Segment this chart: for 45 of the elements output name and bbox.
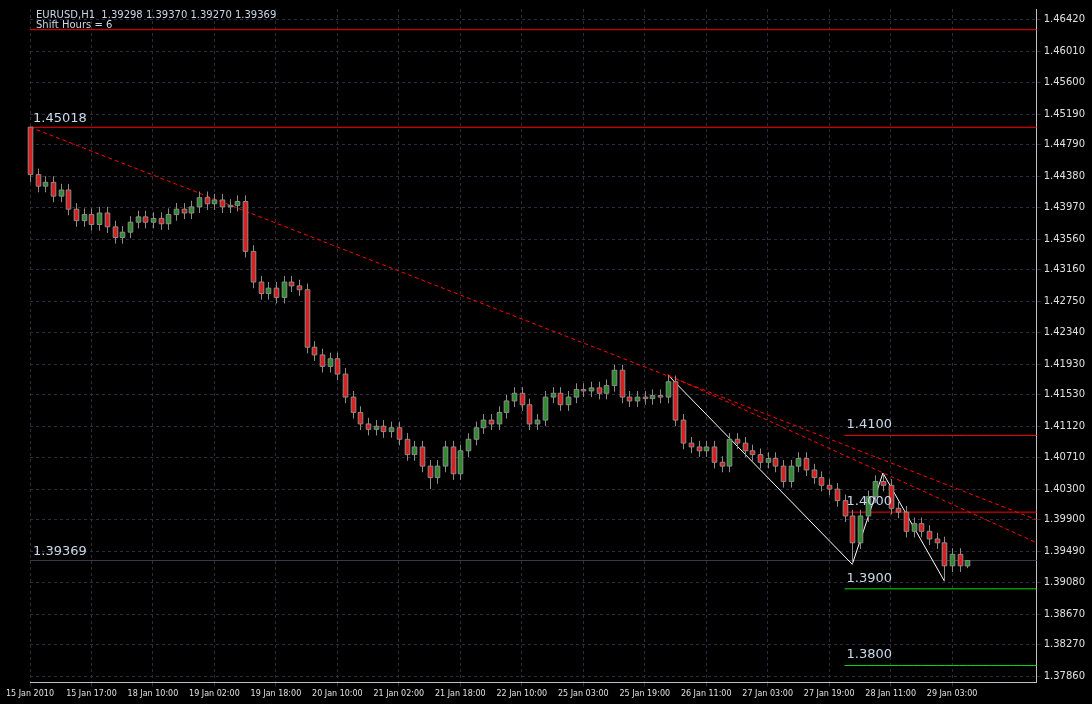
- y-tick-label: 1.39080: [1043, 576, 1086, 588]
- y-tick-label: 1.44380: [1043, 169, 1086, 181]
- ref-line-label: 1.45018: [33, 110, 87, 126]
- series-label: 1.3800: [846, 646, 893, 662]
- x-tick-label: 25 Jan 19:00: [619, 689, 671, 699]
- x-tick-label: 19 Jan 02:00: [189, 689, 240, 699]
- x-tick-label: 15 Jan 2010: [6, 689, 54, 699]
- y-tick-label: 1.41530: [1043, 388, 1086, 400]
- x-tick-label: 26 Jan 11:00: [680, 689, 732, 699]
- x-tick-label: 21 Jan 02:00: [373, 689, 425, 699]
- y-tick-label: 1.43160: [1043, 263, 1086, 275]
- x-tick-label: 21 Jan 18:00: [434, 689, 486, 699]
- x-tick-label: 28 Jan 11:00: [865, 689, 916, 699]
- y-tick-label: 1.40300: [1043, 482, 1086, 494]
- x-tick-label: 20 Jan 10:00: [312, 689, 363, 699]
- x-tick-label: 15 Jan 17:00: [66, 689, 117, 699]
- text: Shift Hours = 6: [36, 18, 113, 30]
- y-tick-label: 1.42340: [1043, 326, 1086, 338]
- chart-title: EURUSD,H1 1.39298 1.39370 1.39270 1.39369: [36, 8, 277, 20]
- ref-line-label: 1.39369: [33, 543, 87, 559]
- y-tick-label: 1.38270: [1043, 638, 1086, 650]
- y-tick-label: 1.40710: [1043, 451, 1086, 463]
- y-tick-label: 1.45600: [1043, 76, 1086, 88]
- y-tick-label: 1.43970: [1043, 201, 1086, 213]
- y-tick-label: 1.44790: [1043, 138, 1086, 150]
- x-tick-label: 25 Jan 03:00: [557, 689, 609, 699]
- x-tick-label: 19 Jan 18:00: [250, 689, 302, 699]
- y-tick-label: 1.42750: [1043, 294, 1086, 306]
- x-tick-label: 29 Jan 03:00: [926, 689, 978, 699]
- y-tick-label: 1.39490: [1043, 544, 1086, 556]
- y-tick-label: 1.41930: [1043, 357, 1086, 369]
- y-tick-label: 1.38670: [1043, 607, 1086, 619]
- series-label: 1.3900: [846, 569, 893, 585]
- x-tick-label: 27 Jan 19:00: [803, 689, 855, 699]
- y-tick-label: 1.46010: [1043, 44, 1086, 56]
- y-tick-label: 1.45190: [1043, 107, 1086, 119]
- y-tick-label: 1.37860: [1043, 669, 1086, 681]
- y-tick-label: 1.46420: [1043, 13, 1086, 25]
- y-tick-label: 1.39900: [1043, 513, 1086, 525]
- y-tick-label: 1.41120: [1043, 419, 1086, 431]
- x-tick-label: 22 Jan 10:00: [496, 689, 548, 699]
- x-tick-label: 27 Jan 03:00: [742, 689, 794, 699]
- series-label: 1.4100: [846, 416, 893, 432]
- x-tick-label: 18 Jan 10:00: [127, 689, 179, 699]
- y-tick-label: 1.43560: [1043, 232, 1086, 244]
